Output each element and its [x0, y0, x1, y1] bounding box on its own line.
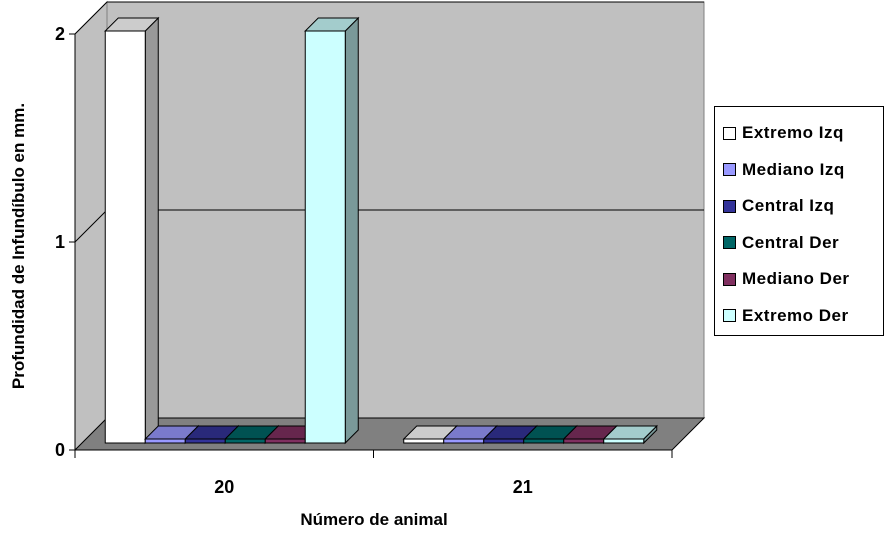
legend-swatch [723, 126, 736, 140]
legend-item: Central Izq [723, 188, 883, 225]
legend-swatch [723, 163, 736, 177]
bar-front [144, 438, 186, 444]
bar-front [563, 438, 605, 444]
bar-front [264, 438, 306, 444]
legend-label: Central Izq [742, 196, 835, 216]
legend-swatch [723, 272, 736, 286]
tick-labels: 0 1 2 20 21 [55, 24, 533, 497]
y-tick-label: 2 [55, 24, 65, 44]
bar-front [603, 438, 645, 444]
legend-label: Central Der [742, 232, 840, 252]
bar-side [144, 16, 159, 445]
bar [304, 16, 360, 445]
bar-front [224, 438, 266, 444]
legend-label: Mediano Der [742, 269, 850, 289]
bar-front [523, 438, 565, 444]
legend-item: Mediano Izq [723, 152, 883, 189]
bar-side [344, 16, 359, 445]
legend-label: Extremo Der [742, 305, 849, 325]
legend: Extremo Izq Mediano Izq Central Izq Central… [714, 106, 884, 336]
bar [602, 424, 658, 445]
bar [104, 16, 160, 445]
legend-swatch [723, 309, 736, 323]
legend-item: Extremo Der [723, 298, 883, 335]
chart-planes [73, 0, 706, 452]
gridline [74, 1, 704, 35]
y-axis-title: Profundidad de Infundíbulo en mm. [9, 103, 28, 389]
legend-swatch [723, 236, 736, 250]
legend-item: Mediano Der [723, 261, 883, 298]
x-tick-label: 21 [513, 477, 533, 497]
legend-item: Central Der [723, 225, 883, 262]
bars [104, 16, 658, 445]
y-tick-label: 0 [55, 440, 65, 460]
legend-label: Mediano Izq [742, 159, 845, 179]
bar-front [443, 438, 485, 444]
x-tick-label: 20 [214, 477, 234, 497]
bar-front [483, 438, 525, 444]
axes [69, 33, 673, 458]
legend-swatch [723, 199, 736, 213]
bar-front [304, 30, 346, 444]
y-tick-label: 1 [55, 232, 65, 252]
legend-item: Extremo Izq [723, 115, 883, 152]
legend-label: Extremo Izq [742, 123, 844, 143]
bar-front [403, 438, 445, 444]
x-axis-title: Número de animal [300, 510, 447, 529]
bar-front [184, 438, 226, 444]
bar-front [104, 30, 146, 444]
